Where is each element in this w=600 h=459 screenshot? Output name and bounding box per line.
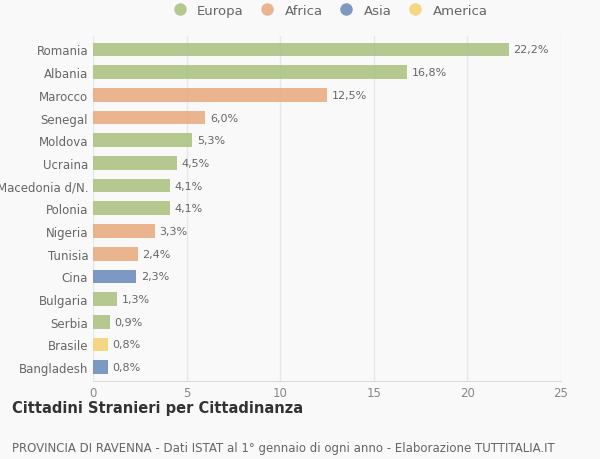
Bar xyxy=(93,112,205,125)
Bar xyxy=(93,66,407,80)
Bar xyxy=(93,157,177,170)
Text: 2,4%: 2,4% xyxy=(143,249,171,259)
Text: 0,8%: 0,8% xyxy=(113,340,141,350)
Text: 2,3%: 2,3% xyxy=(141,272,169,282)
Bar xyxy=(93,89,327,102)
Legend: Europa, Africa, Asia, America: Europa, Africa, Asia, America xyxy=(164,2,490,20)
Text: 0,9%: 0,9% xyxy=(115,317,143,327)
Text: 16,8%: 16,8% xyxy=(412,68,448,78)
Text: 1,3%: 1,3% xyxy=(122,294,150,304)
Text: 3,3%: 3,3% xyxy=(160,226,188,236)
Bar xyxy=(93,134,192,148)
Text: 4,5%: 4,5% xyxy=(182,158,210,168)
Text: Cittadini Stranieri per Cittadinanza: Cittadini Stranieri per Cittadinanza xyxy=(12,400,303,415)
Bar xyxy=(93,270,136,284)
Bar xyxy=(93,315,110,329)
Bar xyxy=(93,361,108,374)
Bar xyxy=(93,225,155,238)
Bar xyxy=(93,247,138,261)
Text: 0,8%: 0,8% xyxy=(113,363,141,372)
Text: 4,1%: 4,1% xyxy=(175,204,203,214)
Text: 22,2%: 22,2% xyxy=(513,45,549,55)
Bar xyxy=(93,293,118,306)
Bar xyxy=(93,202,170,216)
Bar xyxy=(93,338,108,352)
Bar xyxy=(93,44,509,57)
Text: 12,5%: 12,5% xyxy=(332,90,367,101)
Bar xyxy=(93,179,170,193)
Text: 6,0%: 6,0% xyxy=(210,113,238,123)
Text: 5,3%: 5,3% xyxy=(197,136,225,146)
Text: PROVINCIA DI RAVENNA - Dati ISTAT al 1° gennaio di ogni anno - Elaborazione TUTT: PROVINCIA DI RAVENNA - Dati ISTAT al 1° … xyxy=(12,442,555,454)
Text: 4,1%: 4,1% xyxy=(175,181,203,191)
